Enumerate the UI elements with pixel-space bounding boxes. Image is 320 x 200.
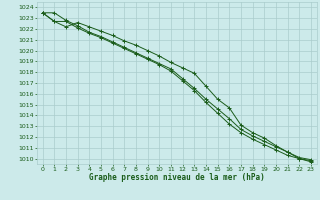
X-axis label: Graphe pression niveau de la mer (hPa): Graphe pression niveau de la mer (hPa) xyxy=(89,173,265,182)
